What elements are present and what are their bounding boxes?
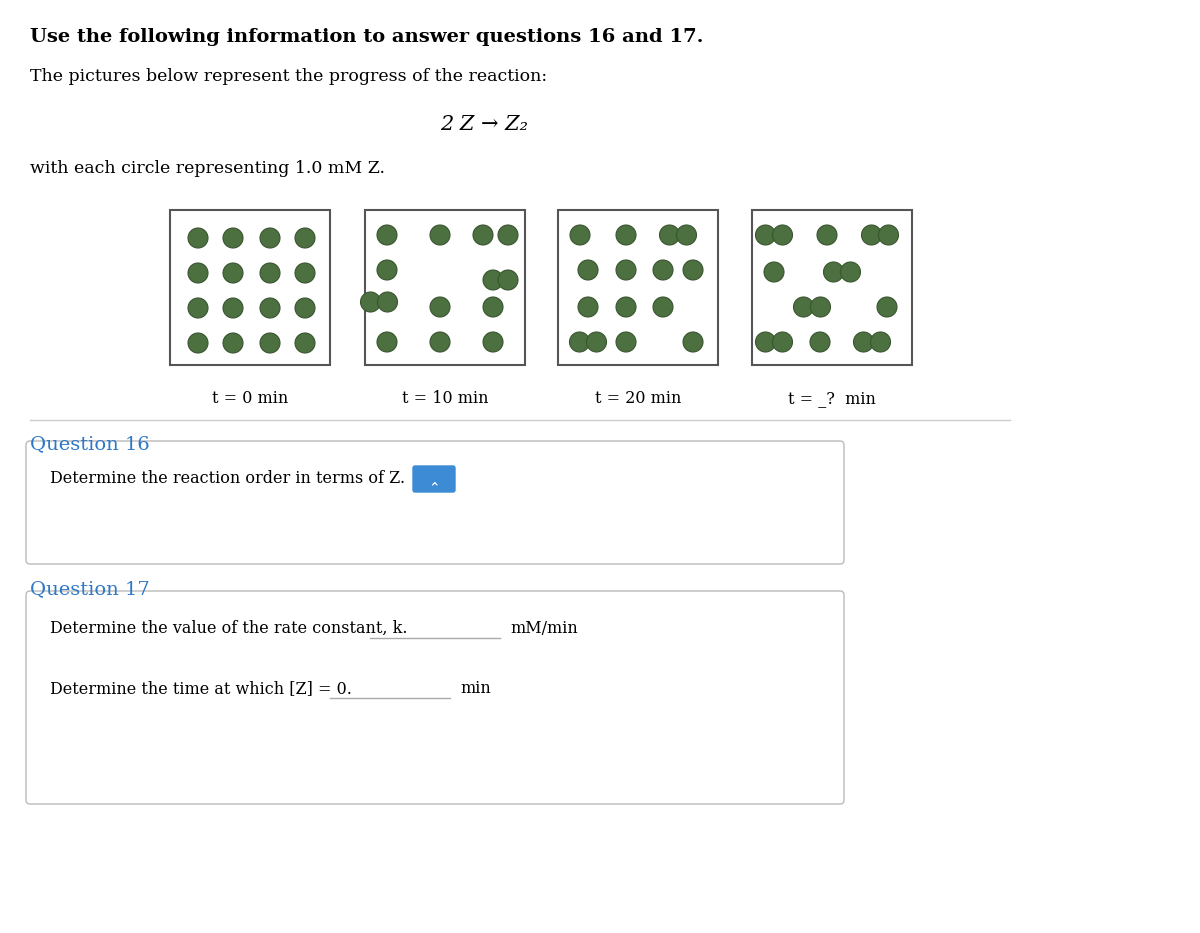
Ellipse shape	[360, 292, 380, 312]
Ellipse shape	[878, 225, 899, 245]
Ellipse shape	[764, 262, 784, 282]
Ellipse shape	[587, 332, 606, 352]
Ellipse shape	[578, 297, 598, 317]
Ellipse shape	[810, 297, 830, 317]
Ellipse shape	[773, 332, 792, 352]
Ellipse shape	[683, 332, 703, 352]
Ellipse shape	[653, 260, 673, 280]
Ellipse shape	[616, 297, 636, 317]
Bar	[365, 210, 526, 365]
Text: Question 16: Question 16	[30, 435, 150, 453]
Text: t = _?  min: t = _? min	[788, 390, 876, 407]
Ellipse shape	[683, 260, 703, 280]
Text: Determine the reaction order in terms of Z.   --: Determine the reaction order in terms of…	[50, 470, 432, 487]
Text: The pictures below represent the progress of the reaction:: The pictures below represent the progres…	[30, 68, 547, 85]
Ellipse shape	[223, 263, 242, 283]
Ellipse shape	[773, 225, 792, 245]
Ellipse shape	[188, 298, 208, 318]
Ellipse shape	[823, 262, 844, 282]
Ellipse shape	[295, 333, 314, 353]
Ellipse shape	[498, 225, 518, 245]
Text: t = 0 min: t = 0 min	[212, 390, 288, 407]
Ellipse shape	[377, 332, 397, 352]
Ellipse shape	[616, 260, 636, 280]
Ellipse shape	[188, 333, 208, 353]
Text: Determine the value of the rate constant, k.: Determine the value of the rate constant…	[50, 620, 408, 637]
Text: t = 20 min: t = 20 min	[595, 390, 682, 407]
Ellipse shape	[473, 225, 493, 245]
Ellipse shape	[260, 298, 280, 318]
Ellipse shape	[295, 228, 314, 248]
Ellipse shape	[378, 292, 397, 312]
Ellipse shape	[482, 270, 503, 290]
Ellipse shape	[188, 228, 208, 248]
Bar	[558, 210, 718, 365]
Ellipse shape	[260, 333, 280, 353]
Ellipse shape	[260, 263, 280, 283]
Ellipse shape	[756, 225, 775, 245]
Ellipse shape	[223, 333, 242, 353]
Text: ⌃: ⌃	[428, 480, 440, 494]
Ellipse shape	[853, 332, 874, 352]
Ellipse shape	[482, 297, 503, 317]
Text: min: min	[460, 680, 491, 697]
Ellipse shape	[223, 228, 242, 248]
Bar	[170, 210, 330, 365]
Text: t = 10 min: t = 10 min	[402, 390, 488, 407]
Text: with each circle representing 1.0 mM Z.: with each circle representing 1.0 mM Z.	[30, 160, 385, 177]
Ellipse shape	[817, 225, 838, 245]
Ellipse shape	[677, 225, 696, 245]
Ellipse shape	[616, 225, 636, 245]
Ellipse shape	[295, 263, 314, 283]
Ellipse shape	[188, 263, 208, 283]
Ellipse shape	[793, 297, 814, 317]
Ellipse shape	[430, 332, 450, 352]
Text: Determine the time at which [Z] = 0.: Determine the time at which [Z] = 0.	[50, 680, 352, 697]
Ellipse shape	[840, 262, 860, 282]
Ellipse shape	[260, 228, 280, 248]
Ellipse shape	[482, 332, 503, 352]
FancyBboxPatch shape	[26, 591, 844, 804]
Ellipse shape	[810, 332, 830, 352]
Ellipse shape	[223, 298, 242, 318]
Ellipse shape	[756, 332, 775, 352]
Text: 2 Z → Z₂: 2 Z → Z₂	[440, 115, 528, 134]
Ellipse shape	[862, 225, 882, 245]
Ellipse shape	[377, 225, 397, 245]
Ellipse shape	[430, 225, 450, 245]
Text: Use the following information to answer questions 16 and 17.: Use the following information to answer …	[30, 28, 703, 46]
Text: Question 17: Question 17	[30, 580, 150, 598]
Text: mM/min: mM/min	[510, 620, 577, 637]
Bar	[752, 210, 912, 365]
Ellipse shape	[295, 298, 314, 318]
Ellipse shape	[653, 297, 673, 317]
Ellipse shape	[430, 297, 450, 317]
Ellipse shape	[870, 332, 890, 352]
Ellipse shape	[377, 260, 397, 280]
Ellipse shape	[660, 225, 679, 245]
Ellipse shape	[578, 260, 598, 280]
FancyBboxPatch shape	[413, 466, 455, 492]
Ellipse shape	[570, 225, 590, 245]
Ellipse shape	[570, 332, 589, 352]
FancyBboxPatch shape	[26, 441, 844, 564]
Ellipse shape	[616, 332, 636, 352]
Ellipse shape	[877, 297, 898, 317]
Ellipse shape	[498, 270, 518, 290]
